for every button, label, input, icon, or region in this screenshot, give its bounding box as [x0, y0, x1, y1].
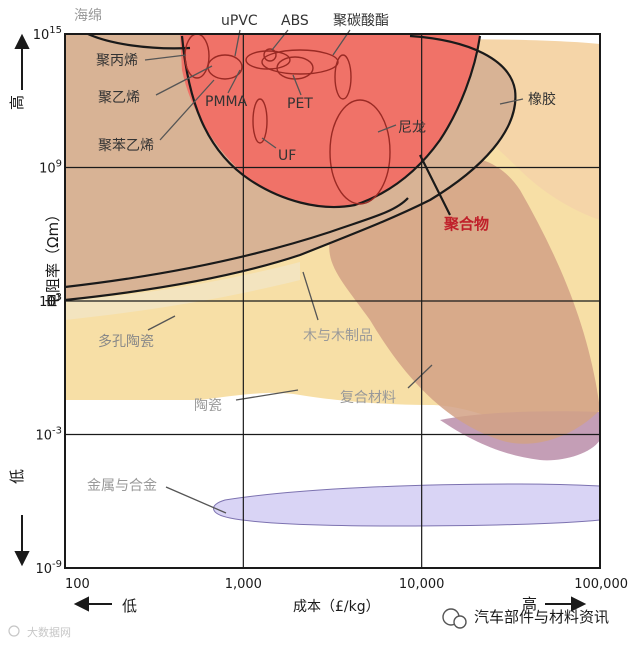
region-label-UF: UF [278, 148, 296, 164]
x-direction-arrows [73, 596, 587, 612]
leader-nylon [377, 124, 397, 133]
y-low-hint: 低 [8, 469, 26, 484]
x-tick-label: 1,000 [225, 577, 262, 592]
region-label-聚合物: 聚合物 [443, 215, 489, 233]
region-label-uPVC: uPVC [221, 13, 258, 29]
region-label-海绵: 海绵 [74, 7, 102, 24]
x-high-hint: 高 [522, 595, 537, 613]
ellipse-abs [263, 48, 277, 62]
region-metals [213, 483, 600, 527]
region-label-木与木制品: 木与木制品 [303, 328, 373, 344]
region-label-聚丙烯: 聚丙烯 [96, 53, 138, 69]
region-label-聚乙烯: 聚乙烯 [98, 90, 140, 106]
watermark-left: 大数据网 [8, 625, 71, 639]
material-regions [65, 34, 600, 527]
region-polymers [180, 34, 480, 208]
region-porous-ceramics [65, 262, 300, 320]
leader-pp [144, 54, 187, 61]
leader-metals [165, 486, 227, 514]
x-tick-labels: 100 1,000 10,000 100,000 [65, 577, 628, 592]
region-label-聚碳酸酯: 聚碳酸酯 [333, 13, 389, 29]
leader-ps [159, 79, 215, 141]
leader-pmma [227, 69, 241, 94]
grid-lines [65, 34, 600, 568]
region-label-陶瓷: 陶瓷 [194, 398, 222, 414]
y-tick-label: 1015 [33, 25, 62, 43]
x-low-hint: 低 [122, 597, 137, 615]
ellipse-pc2 [334, 54, 352, 100]
y-tick-label: 10-9 [35, 559, 62, 577]
y-tick-label: 109 [39, 159, 62, 177]
x-tick-label: 100,000 [574, 577, 628, 592]
leader-rubber [499, 98, 524, 105]
ellipse-pe [207, 54, 243, 80]
leader-wood [302, 271, 319, 321]
ellipse-uf [252, 98, 268, 144]
polymer-outline [180, 35, 482, 209]
watermark-left-text: 大数据网 [27, 625, 71, 639]
foam-inner-outline [65, 197, 409, 289]
region-label-ABS: ABS [281, 13, 309, 29]
ellipse-nylon [329, 99, 391, 205]
region-label-聚苯乙烯: 聚苯乙烯 [98, 137, 154, 154]
leader-polymers [419, 154, 451, 216]
region-composites [329, 156, 600, 444]
ellipse-pc [261, 49, 339, 75]
y-axis-title: 电阻率（Ωm） [44, 207, 62, 308]
region-label-复合材料: 复合材料 [340, 389, 396, 406]
x-tick-label: 100 [65, 577, 90, 592]
region-label-PMMA: PMMA [205, 94, 248, 110]
foam-top-outline [87, 34, 191, 50]
y-high-hint: 高 [8, 95, 26, 110]
y-direction-arrows [14, 33, 30, 567]
region-label-金属与合金: 金属与合金 [87, 478, 157, 494]
plot-frame [64, 33, 601, 569]
foam-outer-outline [65, 34, 517, 302]
region-label-尼龙: 尼龙 [398, 120, 426, 136]
region-label-多孔陶瓷: 多孔陶瓷 [98, 333, 154, 350]
region-label-橡胶: 橡胶 [528, 91, 556, 108]
leader-porous [147, 315, 176, 331]
y-tick-label: 103 [39, 292, 62, 310]
y-tick-labels: 1015 109 103 10-3 10-9 [33, 25, 62, 577]
region-outlines [65, 34, 517, 302]
watermark-right-text: 汽车部件与材料资讯 [474, 608, 609, 626]
polymer-ellipses [184, 33, 391, 205]
x-tick-label: 10,000 [399, 577, 445, 592]
y-tick-label: 10-3 [35, 426, 62, 444]
leader-pe [155, 65, 213, 96]
leader-ceramics [235, 389, 299, 401]
watermark-right: 汽车部件与材料资讯 [442, 608, 609, 629]
leader-composites [407, 364, 433, 389]
x-axis-title: 成本（£/kg） [293, 599, 380, 615]
leader-pet [292, 74, 302, 96]
leader-uf [261, 137, 277, 149]
leader-lines [144, 29, 524, 514]
region-label-PET: PET [287, 96, 313, 112]
